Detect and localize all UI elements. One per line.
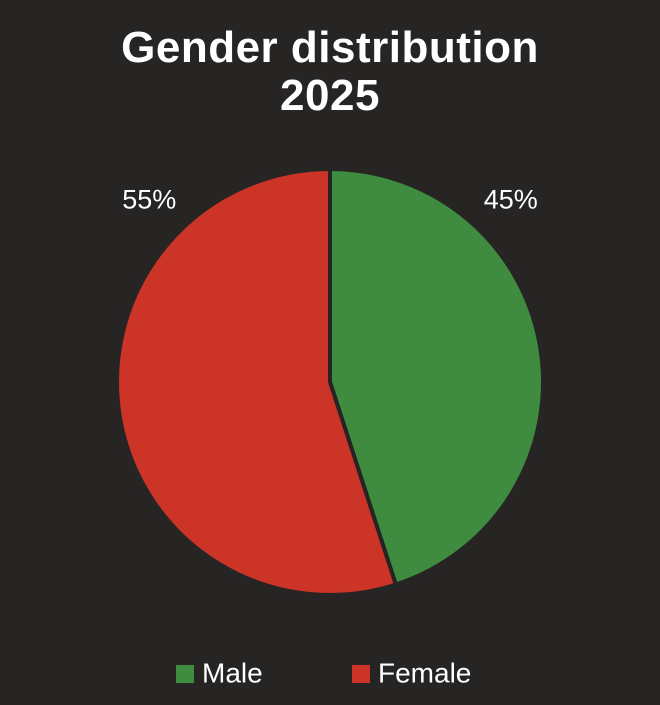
legend-swatch: [352, 665, 370, 683]
chart-title: Gender distribution 2025: [121, 23, 539, 120]
pie-slice: [115, 167, 398, 597]
legend-label: Male: [202, 657, 263, 688]
data-label: 45%: [484, 184, 538, 214]
legend-label: Female: [378, 657, 471, 688]
pie-slice: [328, 167, 545, 587]
data-label: 55%: [122, 184, 176, 214]
legend-swatch: [176, 665, 194, 683]
